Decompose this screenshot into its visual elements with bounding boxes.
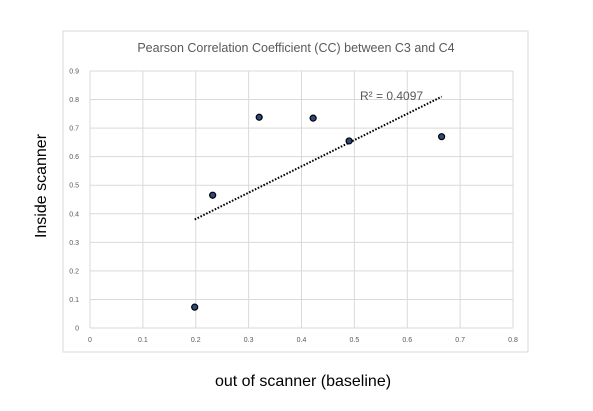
trendline: [194, 95, 443, 221]
x-tick-label: 0.4: [297, 337, 307, 344]
data-point: [438, 133, 446, 141]
data-point: [255, 113, 263, 121]
y-tick-label: 0.9: [69, 69, 79, 76]
gridlines: [89, 70, 514, 329]
data-point: [191, 303, 199, 311]
x-tick-label: 0.2: [191, 337, 201, 344]
data-point: [209, 191, 217, 199]
x-tick-label: 0.7: [455, 337, 465, 344]
y-tick-label: 0.7: [69, 126, 79, 133]
y-tick-label: 0.3: [69, 240, 79, 247]
chart-title: Pearson Correlation Coefficient (CC) bet…: [137, 41, 454, 55]
x-tick-label: 0.3: [244, 337, 254, 344]
y-tick-label: 0.8: [69, 97, 79, 104]
y-tick-label: 0.4: [69, 211, 79, 218]
y-tick-label: 0.6: [69, 154, 79, 161]
y-tick-label: 0.5: [69, 183, 79, 190]
y-tick-label: 0.2: [69, 268, 79, 275]
trendline-group: [194, 95, 443, 221]
y-tick-label: 0.1: [69, 297, 79, 304]
data-point: [309, 114, 317, 122]
x-axis-title: out of scanner (baseline): [215, 373, 391, 390]
y-tick-label: 0: [75, 326, 79, 333]
r-squared-label: R² = 0.4097: [360, 89, 423, 103]
x-tick-label: 0.6: [402, 337, 412, 344]
tick-labels: 0 0.1 0.2 0.3 0.4 0.5 0.6 0.7 0.8 0.9 0 0.1 0.2 0.3 0.…: [69, 69, 518, 345]
y-axis-title: Inside scanner: [33, 133, 50, 238]
x-tick-label: 0.5: [350, 337, 360, 344]
x-tick-label: 0: [88, 337, 92, 344]
x-tick-label: 0.1: [138, 337, 148, 344]
x-tick-label: 0.8: [508, 337, 518, 344]
chart-area-border: [62, 30, 529, 353]
data-point: [345, 137, 353, 145]
data-points: [191, 113, 446, 311]
